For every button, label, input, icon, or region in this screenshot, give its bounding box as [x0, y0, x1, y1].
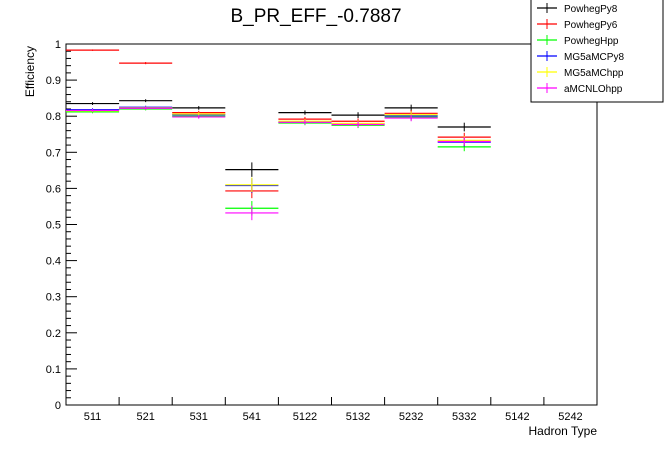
y-tick-label: 0.2 [46, 328, 61, 340]
series-aMCNLOhpp [66, 106, 491, 221]
legend-label: PowhegPy6 [564, 20, 618, 31]
series-PowhegPy8 [66, 99, 491, 177]
x-tick-label: 5332 [452, 411, 476, 423]
series-PowhegHpp [66, 107, 491, 216]
y-tick-label: 1 [55, 39, 61, 51]
plot-area: 0 0.1 0.2 0.3 0.4 0.5 0.6 0.7 0.8 0.9 1 511 521 531 54… [46, 39, 598, 423]
y-tick-label: 0.7 [46, 147, 61, 159]
legend-label: PowhegPy8 [564, 4, 618, 15]
chart-title: B_PR_EFF_-0.7887 [230, 6, 401, 27]
y-tick-label: 0 [55, 400, 61, 412]
plot-frame [65, 43, 598, 406]
y-tick-label: 0.9 [46, 75, 61, 87]
x-tick-label: 5242 [558, 411, 582, 423]
x-tick-label: 5142 [505, 411, 529, 423]
legend-label: MG5aMCPy8 [564, 52, 624, 63]
series-PowhegPy6 [66, 49, 491, 199]
x-axis-title: Hadron Type [529, 424, 598, 438]
y-tick-label: 0.4 [46, 256, 61, 268]
legend-entry: PowhegPy6 [537, 19, 618, 31]
y-tick-label: 0.1 [46, 364, 61, 376]
x-tick-label: 531 [190, 411, 208, 423]
x-tick-label: 511 [84, 411, 102, 423]
x-tick-label: 5132 [346, 411, 370, 423]
x-tick-label: 541 [243, 411, 261, 423]
y-axis-title: Efficiency [23, 46, 37, 97]
legend-label: aMCNLOhpp [564, 84, 623, 95]
x-tick-label: 5122 [293, 411, 317, 423]
legend-label: PowhegHpp [564, 36, 619, 47]
y-tick-label: 0.8 [46, 111, 61, 123]
legend-entry: aMCNLOhpp [537, 83, 623, 95]
legend-label: MG5aMChpp [564, 68, 624, 79]
legend-box [530, 0, 664, 103]
x-tick-label: 521 [136, 411, 154, 423]
legend-entry: PowhegHpp [537, 35, 619, 47]
legend-entry: PowhegPy8 [537, 3, 618, 15]
legend: PowhegPy8 PowhegPy6 PowhegHpp MG5aMCPy8 MG5a… [530, 0, 664, 103]
y-tick-label: 0.5 [46, 220, 61, 232]
x-tick-label: 5232 [399, 411, 423, 423]
y-tick-label: 0.6 [46, 183, 61, 195]
y-tick-label: 0.3 [46, 292, 61, 304]
legend-entry: MG5aMCPy8 [537, 51, 624, 63]
legend-entry: MG5aMChpp [537, 67, 624, 79]
